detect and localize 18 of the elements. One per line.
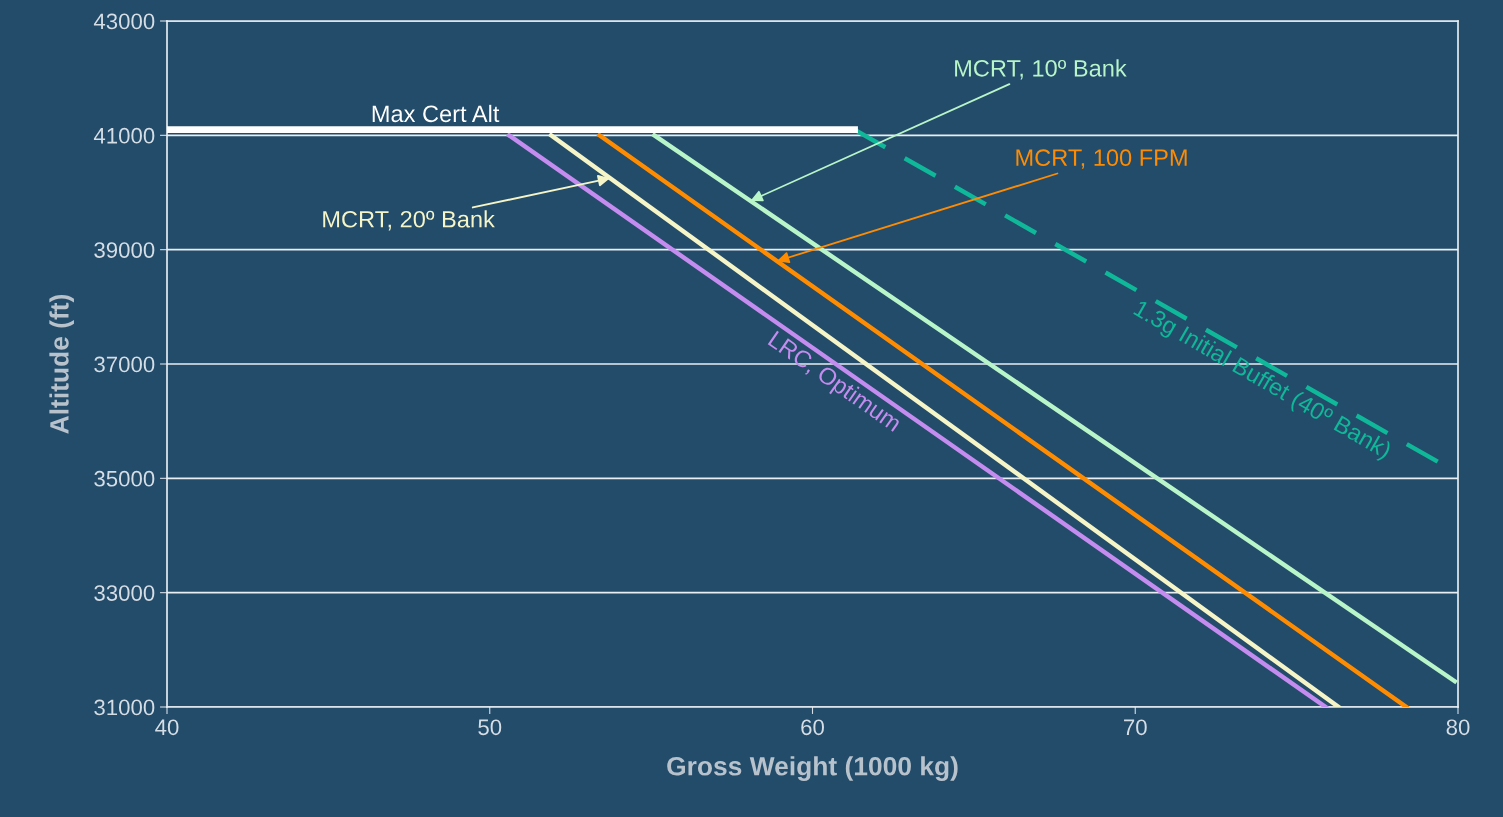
y-tick-label: 31000 [94, 699, 155, 716]
y-tick-label: 43000 [93, 13, 155, 30]
y-tick-label: 33000 [94, 585, 155, 601]
y-tick-label: 37000 [94, 356, 155, 373]
y-tick-label: 39000 [94, 242, 155, 258]
y-axis-title: Altitude (ft) [49, 294, 74, 434]
x-tick-label: 50 [478, 719, 502, 736]
y-tick-label: 41000 [93, 127, 155, 144]
y-tick-label: 35000 [94, 470, 155, 487]
x-tick-label: 60 [801, 719, 824, 736]
x-tick-label: 70 [1124, 719, 1147, 736]
text: MCRT, 20º Bank [323, 210, 495, 231]
text: MCRT, 100 FPM [1016, 149, 1187, 169]
x-tick-label: 40 [155, 719, 179, 736]
x-tick-label: 80 [1446, 719, 1470, 736]
text: MCRT, 10º Bank [955, 59, 1127, 80]
series-label: Max Cert Alt [372, 104, 500, 123]
x-axis-title: Gross Weight (1000 kg) [667, 756, 958, 781]
